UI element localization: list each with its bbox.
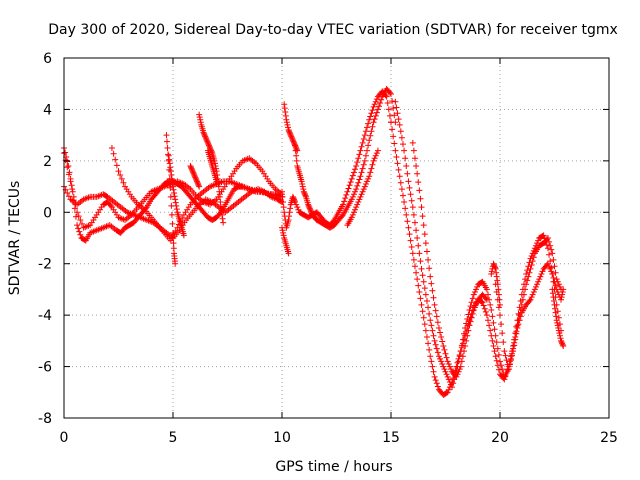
axis-ticks <box>63 57 610 419</box>
y-tick-label: -8 <box>38 411 52 427</box>
plus-marker-trace <box>409 139 490 380</box>
plus-marker-trace <box>204 147 220 185</box>
series-s19 <box>488 260 503 308</box>
plus-marker-trace <box>187 163 203 190</box>
x-tick-label: 15 <box>382 430 400 446</box>
x-tick-label: 10 <box>273 430 291 446</box>
y-tick-label: -6 <box>38 360 52 376</box>
plus-marker-trace <box>488 260 503 308</box>
x-tick-label: 0 <box>60 430 69 446</box>
chart-title: Day 300 of 2020, Sidereal Day-to-day VTE… <box>48 22 618 38</box>
plus-marker-trace <box>279 88 394 231</box>
y-tick-label: 4 <box>43 102 52 118</box>
x-axis-label: GPS time / hours <box>275 459 392 475</box>
plus-marker-trace <box>549 286 567 349</box>
plus-marker-trace <box>392 98 565 391</box>
series-s10 <box>281 101 301 154</box>
plus-marker-trace <box>292 85 399 231</box>
series-s8 <box>204 147 220 185</box>
plus-marker-trace <box>279 224 292 257</box>
series-s5 <box>163 132 179 267</box>
plot-frame <box>63 57 610 419</box>
series-s17 <box>409 139 490 380</box>
plus-marker-trace <box>196 111 227 226</box>
x-tick-label: 5 <box>169 430 178 446</box>
plus-marker-trace <box>163 132 179 267</box>
series-s7 <box>196 111 227 226</box>
plus-marker-trace <box>108 145 285 244</box>
series-s11 <box>279 88 394 231</box>
series-s6 <box>165 152 187 239</box>
plus-marker-trace <box>165 152 187 239</box>
data-marks <box>61 85 567 398</box>
x-tick-label: 20 <box>491 430 509 446</box>
y-tick-label: 0 <box>43 205 52 221</box>
plus-marker-trace <box>344 147 381 229</box>
plus-marker-trace <box>281 101 301 154</box>
y-tick-label: 6 <box>43 51 52 67</box>
grid-lines <box>64 58 609 418</box>
series-s16 <box>392 98 565 391</box>
y-tick-label: -2 <box>38 257 52 273</box>
y-tick-label: 2 <box>43 154 52 170</box>
series-s4 <box>108 145 285 244</box>
series-s20 <box>549 286 567 349</box>
y-axis-label: SDTVAR / TECUs <box>7 181 23 296</box>
series-s14 <box>344 147 381 229</box>
series-s12 <box>279 224 292 257</box>
x-tick-label: 25 <box>600 430 618 446</box>
series-s13 <box>292 85 399 231</box>
series-s9 <box>187 163 203 190</box>
y-tick-label: -4 <box>38 308 52 324</box>
